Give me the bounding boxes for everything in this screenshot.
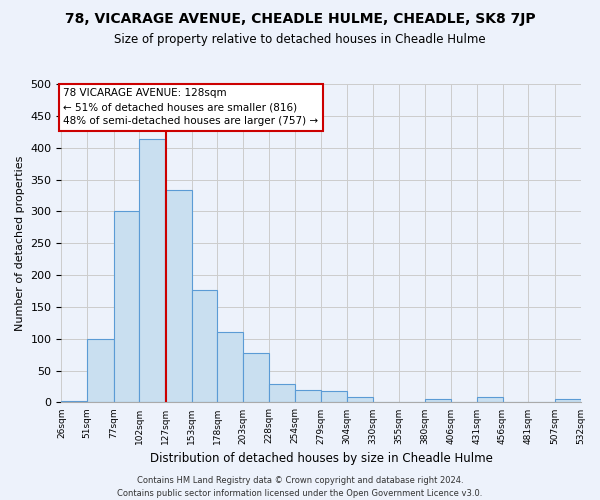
X-axis label: Distribution of detached houses by size in Cheadle Hulme: Distribution of detached houses by size … bbox=[149, 452, 493, 465]
Text: Contains HM Land Registry data © Crown copyright and database right 2024.
Contai: Contains HM Land Registry data © Crown c… bbox=[118, 476, 482, 498]
Bar bbox=[269, 384, 295, 402]
Bar bbox=[295, 390, 321, 402]
Bar bbox=[191, 290, 217, 403]
Bar bbox=[165, 190, 191, 402]
Bar bbox=[114, 210, 139, 402]
Bar bbox=[425, 398, 451, 402]
Bar bbox=[87, 340, 114, 402]
Text: 78, VICARAGE AVENUE, CHEADLE HULME, CHEADLE, SK8 7JP: 78, VICARAGE AVENUE, CHEADLE HULME, CHEA… bbox=[65, 12, 535, 26]
Bar bbox=[61, 400, 87, 402]
Bar bbox=[243, 354, 269, 403]
Text: 78 VICARAGE AVENUE: 128sqm
← 51% of detached houses are smaller (816)
48% of sem: 78 VICARAGE AVENUE: 128sqm ← 51% of deta… bbox=[64, 88, 319, 126]
Bar bbox=[477, 396, 503, 402]
Bar bbox=[139, 140, 165, 402]
Bar bbox=[321, 391, 347, 402]
Y-axis label: Number of detached properties: Number of detached properties bbox=[15, 156, 25, 331]
Bar bbox=[555, 399, 581, 402]
Text: Size of property relative to detached houses in Cheadle Hulme: Size of property relative to detached ho… bbox=[114, 32, 486, 46]
Bar bbox=[347, 396, 373, 402]
Bar bbox=[217, 332, 243, 402]
